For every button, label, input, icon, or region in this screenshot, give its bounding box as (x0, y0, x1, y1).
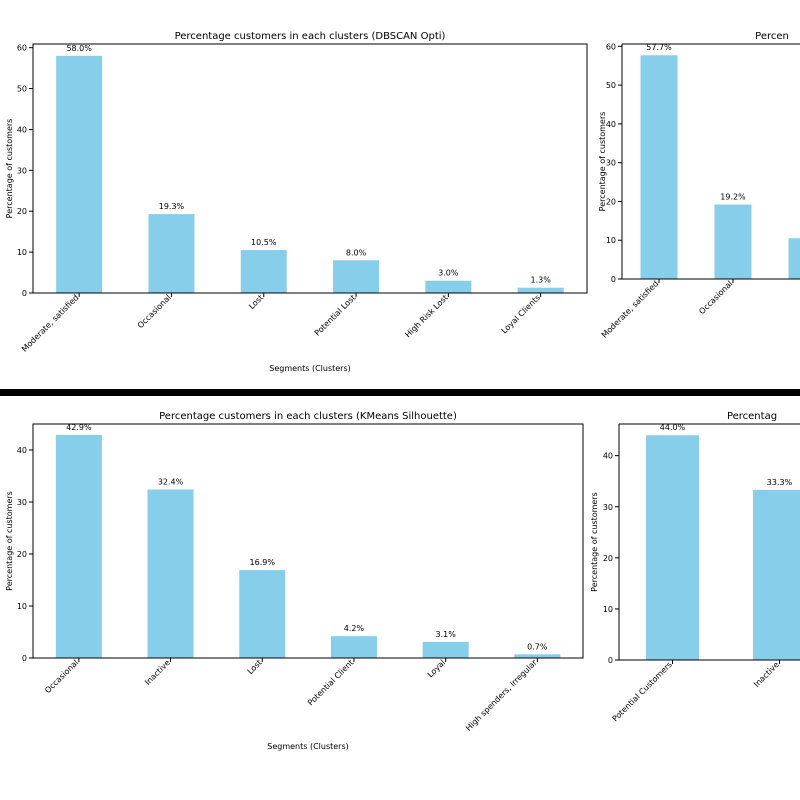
y-axis-label: Percentage of customers (5, 491, 14, 591)
bar-5 (425, 280, 472, 293)
y-tick-label: 50 (17, 85, 27, 94)
chart-title: Percentage customers in each clusters (D… (175, 31, 446, 42)
y-tick-label: 60 (17, 44, 27, 53)
axes-frame (32, 423, 584, 659)
y-tick-label: 20 (17, 550, 27, 559)
bar-5 (422, 641, 469, 658)
y-axis-label: Percentage of customers (598, 112, 607, 212)
x-tick-label: Potential Customers (611, 660, 674, 723)
y-tick-label: 0 (611, 275, 616, 284)
y-tick-label: 20 (17, 207, 27, 216)
bar-1 (56, 55, 103, 293)
chart-panel-3: Percentage customers in each clusters (K… (5, 411, 584, 751)
x-tick-label: Occasional (43, 658, 80, 695)
chart-panel-2: Percen 57.7% 19.2% 0 10 20 30 40 50 60 Moderate, s… (598, 31, 800, 340)
x-tick-label: Inactive (143, 658, 172, 687)
x-tick-label: Lost (247, 293, 265, 311)
y-tick-label: 30 (606, 159, 616, 168)
bar-2 (714, 204, 752, 279)
data-label: 4.2% (344, 624, 365, 633)
x-tick-label: Lost (246, 658, 264, 676)
data-label: 8.0% (346, 248, 367, 257)
data-label: 1.3% (530, 276, 551, 285)
bar-4 (333, 260, 380, 293)
x-tick-label: Loyal Clients (500, 293, 542, 335)
data-label: 3.0% (438, 269, 459, 278)
y-tick-label: 40 (603, 452, 613, 461)
y-tick-label: 40 (17, 125, 27, 134)
data-label: 57.7% (646, 43, 672, 52)
data-label: 19.2% (720, 193, 746, 202)
x-tick-label: High spenders, irregular (464, 658, 539, 733)
x-axis-label: Segments (Clusters) (269, 364, 351, 373)
y-tick-label: 20 (603, 554, 613, 563)
data-label: 44.0% (660, 423, 686, 432)
y-tick-label: 40 (606, 120, 616, 129)
data-label: 42.9% (66, 423, 92, 432)
bar-1 (646, 435, 699, 660)
chart-title: Percentag (727, 411, 777, 422)
bar-3 (239, 570, 286, 658)
y-tick-label: 30 (17, 166, 27, 175)
row-divider (0, 389, 800, 396)
y-tick-label: 0 (22, 654, 27, 663)
y-tick-label: 30 (17, 498, 27, 507)
chart-title: Percen (755, 31, 789, 42)
bar-6 (517, 287, 564, 293)
bar-1 (640, 55, 678, 279)
bar-3 (788, 238, 800, 279)
x-tick-label: Moderate, satisfied (20, 293, 81, 354)
bar-4 (330, 636, 377, 658)
chart-title: Percentage customers in each clusters (K… (159, 411, 457, 422)
data-label: 19.3% (159, 202, 185, 211)
x-tick-label: Potential Client (306, 658, 355, 707)
y-axis-label: Percentage of customers (5, 119, 14, 219)
data-label: 3.1% (435, 630, 456, 639)
data-label: 32.4% (158, 478, 184, 487)
bar-1 (55, 434, 102, 658)
chart-panel-4: Percentag 44.0% 33.3% 0 10 20 30 40 Potential Cu… (590, 411, 800, 723)
y-tick-label: 60 (606, 42, 616, 51)
x-tick-label: Loyal (426, 658, 447, 679)
data-label: 10.5% (251, 238, 277, 247)
y-tick-label: 20 (606, 197, 616, 206)
y-tick-label: 40 (17, 446, 27, 455)
y-tick-label: 50 (606, 81, 616, 90)
bar-6 (514, 654, 561, 658)
y-tick-label: 10 (17, 602, 27, 611)
axes-frame (32, 43, 588, 294)
x-tick-label: Occasional (697, 279, 734, 316)
data-label: 58.0% (66, 44, 92, 53)
data-label: 16.9% (250, 558, 276, 567)
y-axis-label: Percentage of customers (590, 492, 599, 592)
x-tick-label: Inactive (752, 660, 781, 689)
x-tick-label: Moderate, satisfied (600, 279, 661, 340)
x-axis-label: Segments (Clusters) (267, 742, 349, 751)
bar-3 (240, 250, 287, 293)
y-tick-label: 0 (22, 289, 27, 298)
y-tick-label: 10 (606, 236, 616, 245)
y-tick-label: 30 (603, 503, 613, 512)
y-tick-label: 0 (608, 656, 613, 665)
bar-2 (147, 489, 194, 658)
data-label: 33.3% (767, 478, 793, 487)
x-tick-label: Potential Lost (313, 293, 358, 338)
y-tick-label: 10 (603, 605, 613, 614)
bar-2 (753, 489, 800, 660)
x-tick-label: High Risk Lost (403, 293, 449, 339)
chart-panel-1: Percentage customers in each clusters (D… (5, 31, 588, 373)
data-label: 0.7% (527, 642, 548, 651)
y-tick-label: 10 (17, 248, 27, 257)
x-tick-label: Occasional (136, 293, 173, 330)
bar-2 (148, 214, 195, 293)
